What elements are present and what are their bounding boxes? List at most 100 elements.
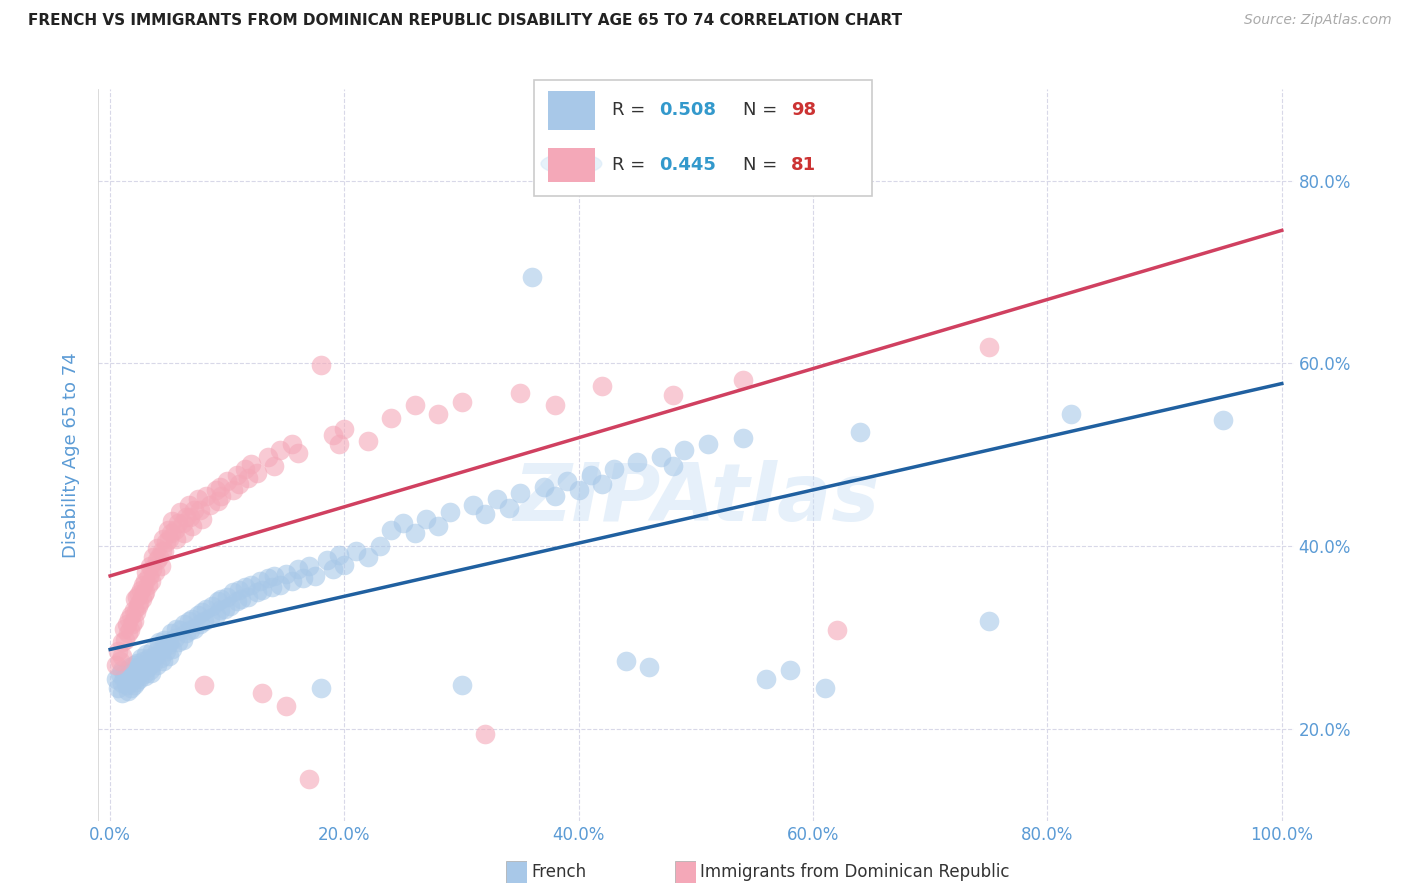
Point [120,624,142,638]
Point [134,574,156,588]
Point [136,578,159,592]
Point [474,508,496,522]
Point [463,498,485,512]
Point [128,672,150,686]
Point [198,610,221,624]
Text: N =: N = [744,102,783,120]
Point [638,660,661,674]
Point [485,491,508,506]
Point [156,638,179,652]
Point [309,681,332,695]
Point [239,457,262,471]
Point [661,458,683,473]
Point [155,534,177,549]
Point [217,474,239,488]
Point [779,663,801,677]
Point [322,562,344,576]
Y-axis label: Disability Age 65 to 74: Disability Age 65 to 74 [62,352,80,558]
Point [246,585,269,599]
Point [174,510,197,524]
Point [128,587,150,601]
Point [222,483,245,497]
Point [211,489,233,503]
Point [132,578,155,592]
Point [143,649,166,664]
Point [112,622,135,636]
Point [315,553,337,567]
Point [544,489,567,503]
Text: Source: ZipAtlas.com: Source: ZipAtlas.com [1244,13,1392,28]
Point [120,669,142,683]
Point [157,649,180,664]
Point [146,553,169,567]
Point [287,446,309,460]
Point [150,544,173,558]
Point [298,559,321,574]
Point [134,667,156,681]
Point [238,471,260,485]
Point [207,493,229,508]
Point [333,422,356,436]
Point [368,539,391,553]
Point [162,514,183,528]
Point [138,568,160,582]
Point [169,624,191,638]
Point [131,663,153,677]
Point [107,644,129,658]
Point [233,581,256,595]
Point [177,615,200,629]
Point [108,654,131,668]
Point [1212,413,1234,427]
Point [115,617,138,632]
Point [122,678,145,692]
Point [520,269,543,284]
Point [165,622,187,636]
Point [157,635,180,649]
Point [112,672,135,686]
Point [328,549,350,563]
Point [129,583,152,598]
Point [134,658,156,673]
Point [114,632,136,647]
Point [239,578,262,592]
Point [450,678,472,692]
Point [269,443,291,458]
Text: 81: 81 [790,156,815,174]
Point [167,516,190,531]
Point [122,615,145,629]
Point [190,605,212,619]
Point [139,559,162,574]
Point [209,480,232,494]
Point [977,615,1000,629]
FancyBboxPatch shape [548,91,595,130]
Point [274,699,297,714]
Point [195,601,218,615]
Point [143,565,166,579]
Point [309,359,332,373]
Point [825,624,848,638]
Point [167,635,190,649]
Point [298,772,321,787]
Point [128,660,150,674]
Point [260,581,283,595]
Point [193,678,215,692]
Point [252,583,274,598]
Point [150,641,173,656]
Point [211,592,233,607]
Point [439,505,461,519]
Point [153,632,176,647]
Point [169,505,191,519]
Point [139,663,162,677]
Point [190,512,212,526]
Point [498,500,520,515]
Point [188,503,212,517]
Point [328,437,350,451]
Point [134,585,156,599]
Text: R =: R = [612,156,651,174]
Point [281,574,304,588]
Point [120,681,142,695]
Point [124,592,146,607]
Point [131,592,153,607]
Point [160,626,183,640]
Point [148,550,170,565]
